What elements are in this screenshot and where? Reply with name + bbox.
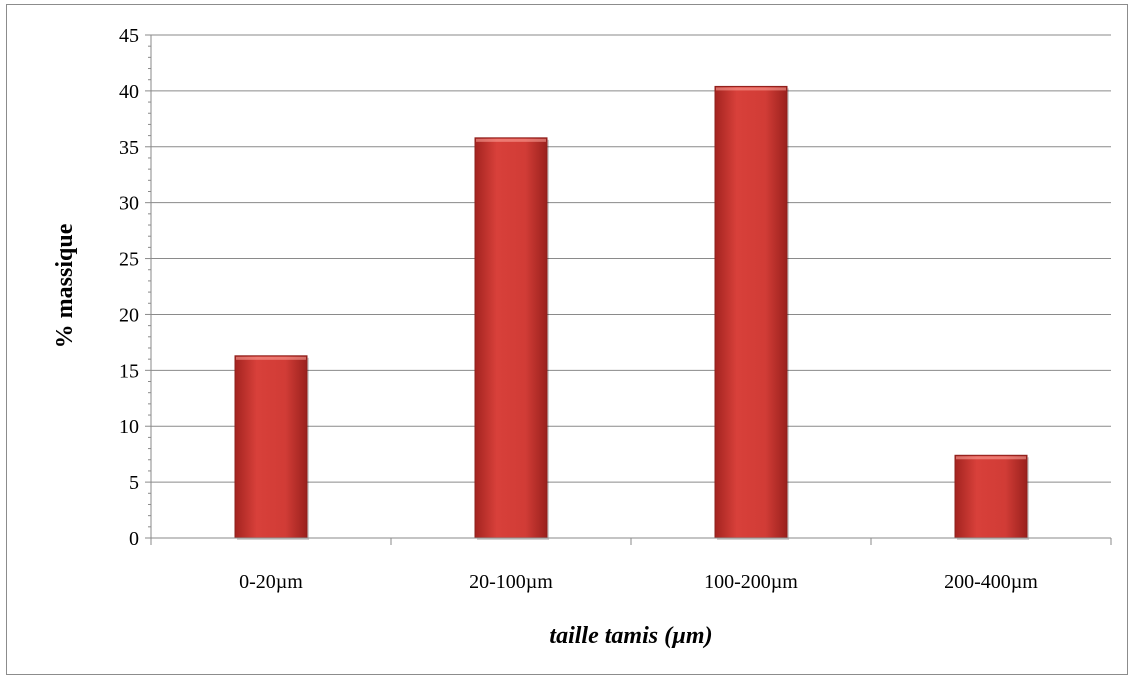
y-tick-label: 5: [129, 472, 139, 494]
bar-highlight: [956, 456, 1026, 460]
axes: [145, 34, 1112, 545]
bars: [234, 85, 1029, 540]
y-tick-label: 15: [119, 360, 139, 382]
bar: [234, 355, 308, 539]
y-tick-labels: 0 5 10 15 20 25 30 35 40 45: [119, 25, 139, 550]
chart-frame: [6, 4, 1128, 675]
y-tick-label: 30: [119, 193, 139, 215]
y-tick-label: 35: [119, 137, 139, 159]
bar-highlight: [236, 356, 306, 360]
y-tick-label: 40: [119, 81, 139, 103]
gridlines: [151, 34, 1111, 483]
bar-group: [474, 137, 549, 540]
x-axis-title: taille tamis (µm): [549, 623, 712, 649]
bar-highlight: [476, 138, 546, 142]
y-axis-title: % massique: [52, 223, 78, 348]
y-tick-label: 0: [129, 528, 139, 550]
x-tick-label: 200-400µm: [944, 571, 1038, 593]
y-tick-label: 45: [119, 25, 139, 47]
x-tick-label: 100-200µm: [704, 571, 798, 593]
bar-group: [234, 355, 309, 540]
x-tick-labels: 0-20µm 20-100µm 100-200µm 200-400µm: [239, 571, 1038, 593]
bar: [714, 85, 788, 539]
y-tick-label: 25: [119, 249, 139, 271]
bar-group: [954, 454, 1029, 540]
x-tick-label: 20-100µm: [469, 571, 553, 593]
bar-highlight: [716, 87, 786, 91]
y-tick-label: 20: [119, 304, 139, 326]
bar-group: [714, 85, 789, 540]
x-tick-label: 0-20µm: [239, 571, 303, 593]
y-tick-label: 10: [119, 416, 139, 438]
bar: [474, 137, 548, 539]
bar: [954, 454, 1028, 539]
